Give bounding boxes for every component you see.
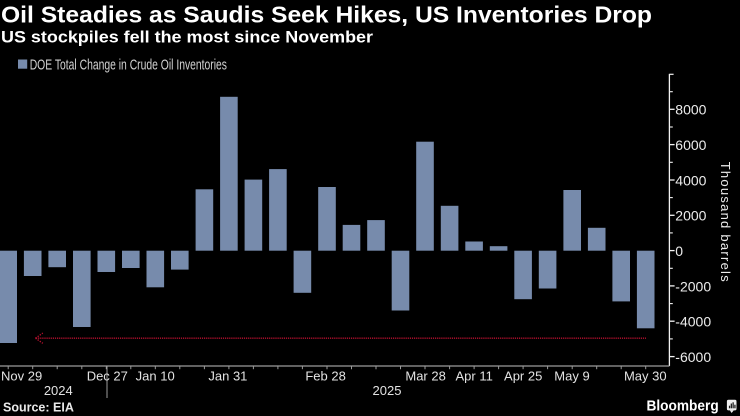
svg-text:Dec 27: Dec 27 bbox=[87, 369, 128, 384]
svg-text:Apr 25: Apr 25 bbox=[504, 369, 542, 384]
svg-text:2000: 2000 bbox=[675, 208, 706, 224]
svg-text:Jan 31: Jan 31 bbox=[208, 369, 247, 384]
svg-text:Nov 29: Nov 29 bbox=[1, 369, 42, 384]
svg-text:May 30: May 30 bbox=[624, 369, 667, 384]
svg-text:6000: 6000 bbox=[675, 137, 706, 153]
svg-text:2025: 2025 bbox=[373, 383, 402, 398]
svg-text:Mar 28: Mar 28 bbox=[405, 369, 445, 384]
svg-text:Jan 10: Jan 10 bbox=[136, 369, 175, 384]
svg-text:DOE Total Change in Crude Oil: DOE Total Change in Crude Oil Inventorie… bbox=[30, 57, 227, 73]
svg-text:Oil Steadies as Saudis Seek Hi: Oil Steadies as Saudis Seek Hikes, US In… bbox=[1, 1, 652, 27]
svg-text:Feb 28: Feb 28 bbox=[305, 369, 345, 384]
svg-text:Bloomberg: Bloomberg bbox=[647, 398, 719, 414]
svg-text:Apr 11: Apr 11 bbox=[456, 369, 493, 384]
svg-text:May 9: May 9 bbox=[554, 369, 589, 384]
svg-text:Thousand barrels: Thousand barrels bbox=[718, 162, 733, 283]
svg-text:8000: 8000 bbox=[675, 102, 706, 118]
svg-text:0: 0 bbox=[675, 243, 683, 259]
svg-text:2024: 2024 bbox=[44, 383, 73, 398]
svg-text:US stockpiles fell the most si: US stockpiles fell the most since Novemb… bbox=[1, 28, 374, 46]
svg-text:-2000: -2000 bbox=[675, 278, 711, 294]
svg-text:-4000: -4000 bbox=[675, 314, 711, 330]
svg-text:4000: 4000 bbox=[675, 172, 706, 188]
svg-text:Source: EIA: Source: EIA bbox=[3, 401, 74, 415]
svg-text:-6000: -6000 bbox=[675, 349, 711, 365]
